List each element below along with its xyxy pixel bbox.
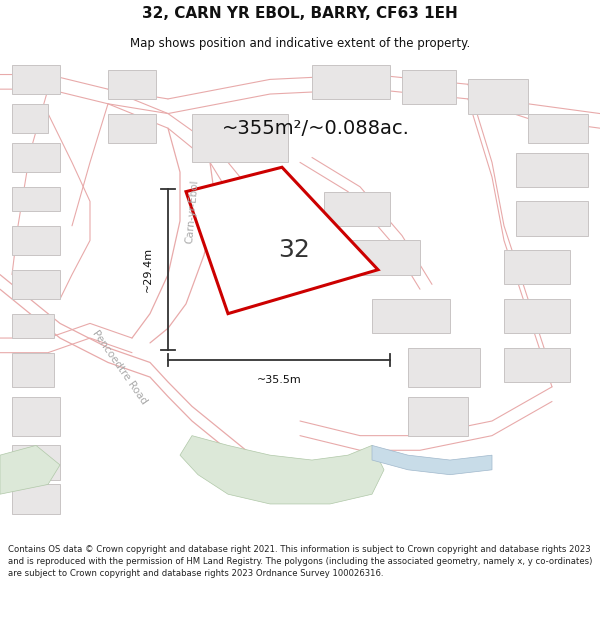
Polygon shape (108, 114, 156, 143)
Polygon shape (468, 79, 528, 114)
Text: Carn-yr-Ebol: Carn-yr-Ebol (184, 179, 200, 244)
Text: Map shows position and indicative extent of the property.: Map shows position and indicative extent… (130, 38, 470, 51)
Polygon shape (12, 143, 60, 172)
Polygon shape (504, 299, 570, 333)
Text: ~355m²/~0.088ac.: ~355m²/~0.088ac. (222, 119, 410, 138)
Text: ~29.4m: ~29.4m (143, 247, 153, 292)
Polygon shape (12, 446, 60, 479)
Polygon shape (12, 104, 48, 133)
Text: 32, CARN YR EBOL, BARRY, CF63 1EH: 32, CARN YR EBOL, BARRY, CF63 1EH (142, 6, 458, 21)
Polygon shape (186, 168, 378, 314)
Polygon shape (324, 192, 390, 226)
Polygon shape (516, 152, 588, 187)
Text: Pencoedtre Road: Pencoedtre Road (91, 329, 149, 406)
Polygon shape (12, 397, 60, 436)
Text: Contains OS data © Crown copyright and database right 2021. This information is : Contains OS data © Crown copyright and d… (8, 544, 592, 578)
Polygon shape (108, 69, 156, 99)
Polygon shape (12, 484, 60, 514)
Text: ~35.5m: ~35.5m (257, 374, 301, 384)
Polygon shape (192, 114, 288, 162)
Polygon shape (12, 352, 54, 387)
Polygon shape (180, 436, 384, 504)
Polygon shape (408, 397, 468, 436)
Polygon shape (348, 241, 420, 274)
Polygon shape (504, 348, 570, 382)
Polygon shape (516, 201, 588, 236)
Polygon shape (372, 299, 450, 333)
Polygon shape (12, 187, 60, 211)
Polygon shape (408, 348, 480, 387)
Polygon shape (12, 270, 60, 299)
Polygon shape (372, 446, 492, 474)
Polygon shape (312, 65, 390, 99)
Polygon shape (12, 65, 60, 94)
Polygon shape (402, 69, 456, 104)
Polygon shape (12, 314, 54, 338)
Polygon shape (528, 114, 588, 143)
Text: 32: 32 (278, 238, 310, 262)
Polygon shape (12, 226, 60, 255)
Polygon shape (504, 250, 570, 284)
Polygon shape (0, 446, 60, 494)
